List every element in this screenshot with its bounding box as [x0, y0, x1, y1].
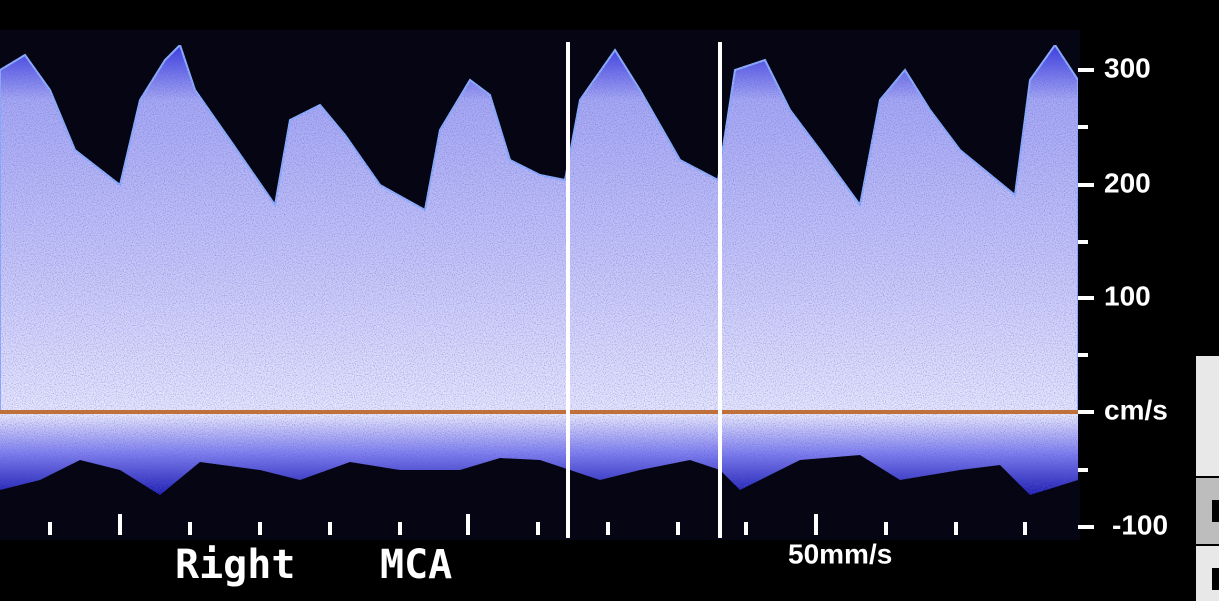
scale-label: 300 — [1104, 52, 1151, 83]
side-panel — [1196, 356, 1219, 476]
vessel-side: Right — [175, 542, 295, 588]
vessel-name: MCA — [380, 542, 452, 588]
sweep-speed: 50mm/s — [788, 538, 892, 569]
doppler-display: 300 200 100 cm/s -100 Right MCA 50mm/s — [0, 0, 1219, 601]
scale-label: 200 — [1104, 167, 1151, 198]
panel-icon — [1212, 568, 1219, 590]
scale-label: -100 — [1112, 509, 1168, 540]
panel-icon — [1212, 500, 1219, 522]
scale-unit: cm/s — [1104, 394, 1168, 425]
scale-label: 100 — [1104, 280, 1151, 311]
